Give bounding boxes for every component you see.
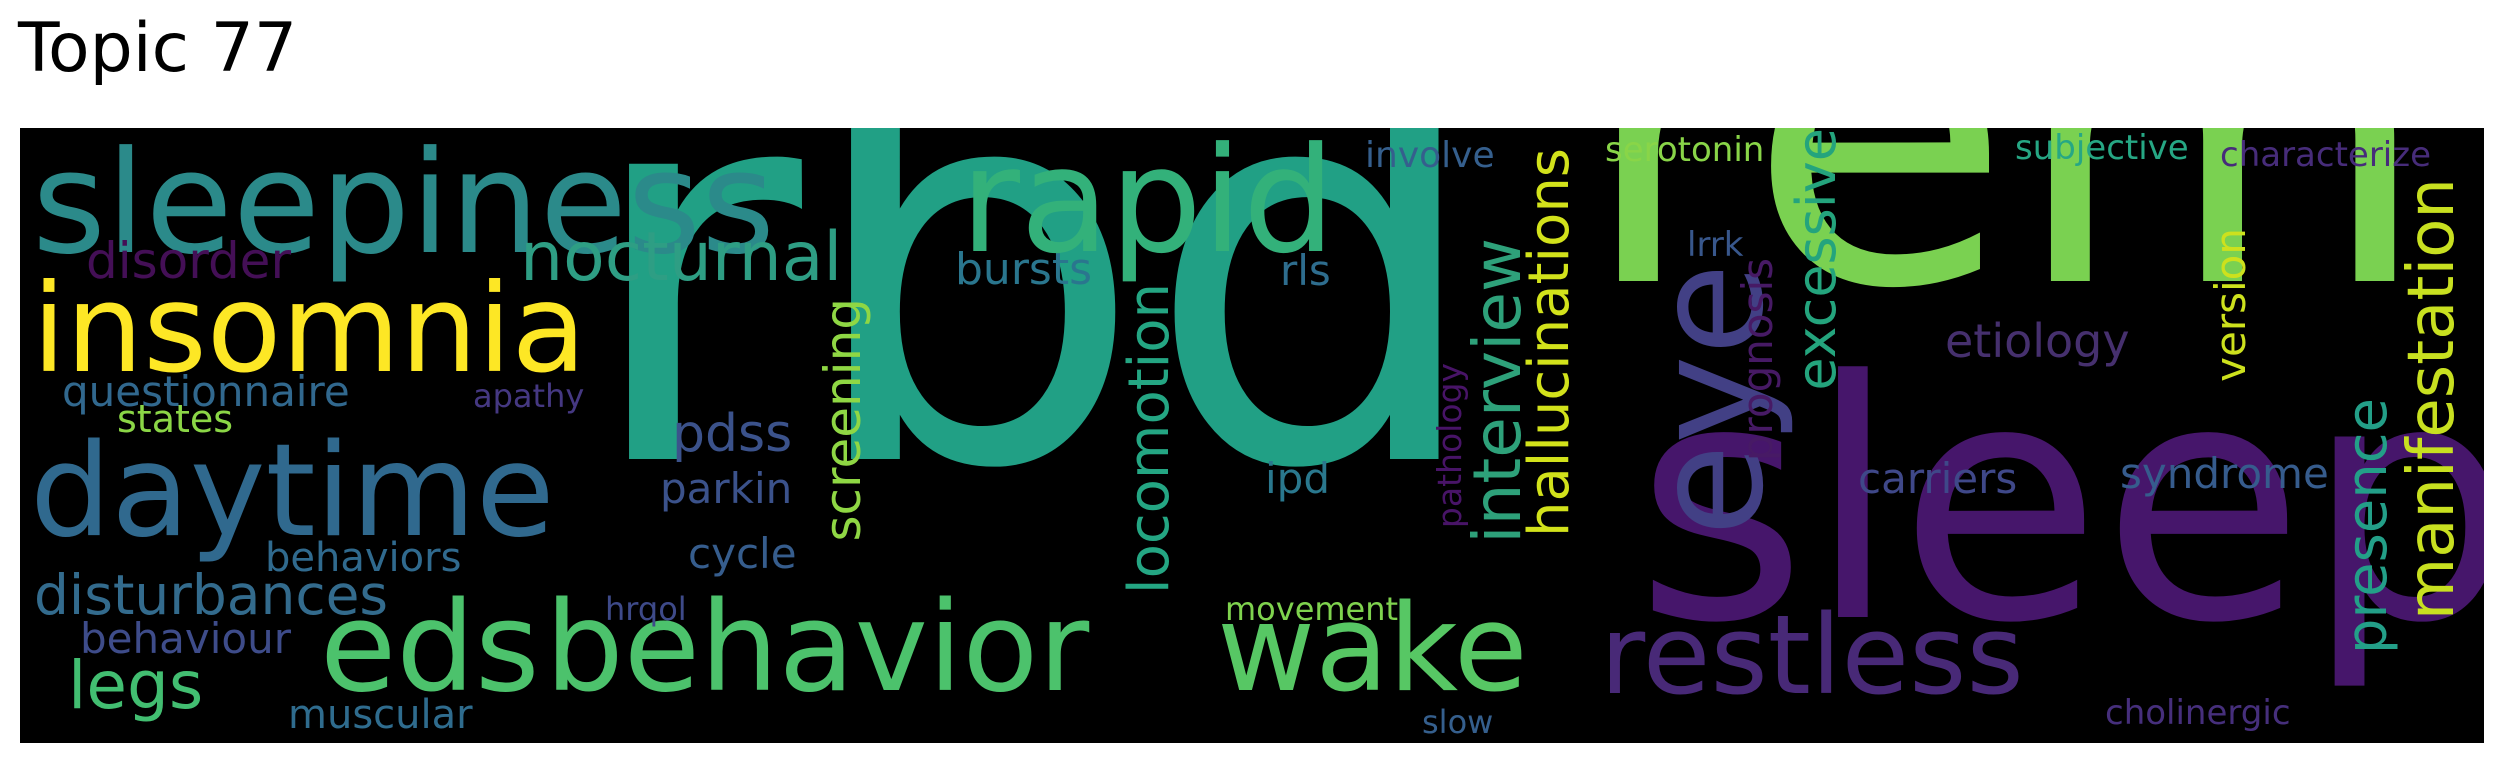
word-insomnia: insomnia — [32, 258, 587, 400]
word-daytime: daytime — [30, 417, 555, 566]
word-restless: restless — [1600, 591, 2024, 719]
word-behaviors: behaviors — [265, 535, 462, 581]
word-parkin: parkin — [660, 464, 793, 513]
word-movement: movement — [1225, 590, 1399, 628]
word-rls: rls — [1280, 246, 1331, 295]
word-subjective: subjective — [2015, 128, 2189, 168]
word-characterize: characterize — [2220, 135, 2432, 175]
word-questionnaire: questionnaire — [62, 367, 350, 416]
word-states: states — [117, 397, 234, 441]
word-syndrome: syndrome — [2120, 449, 2329, 498]
word-sleep: sleep — [1635, 311, 2484, 695]
word-legs: legs — [68, 647, 204, 724]
word-cycle: cycle — [688, 529, 797, 578]
word-apathy: apathy — [473, 377, 585, 415]
word-behaviour: behaviour — [80, 614, 291, 663]
word-ipd: ipd — [1265, 454, 1330, 503]
word-rbd: rbd — [580, 128, 1488, 587]
word-pdss: pdss — [672, 404, 793, 464]
word-lrrk: lrrk — [1687, 225, 1744, 265]
word-sleepiness: sleepiness — [32, 128, 776, 286]
word-cholinergic: cholinergic — [2105, 693, 2291, 733]
word-bursts: bursts — [955, 244, 1093, 295]
word-disorder: disorder — [86, 232, 292, 290]
word-carriers: carriers — [1858, 454, 2018, 503]
word-involve: involve — [1365, 135, 1495, 176]
word-disturbances: disturbances — [34, 563, 389, 627]
word-cloud: rbd rem sleep sleepiness rapid insomnia daytim… — [20, 128, 2484, 743]
word-version: version — [2206, 228, 2255, 382]
word-rem: rem — [1580, 128, 2431, 383]
word-nocturnal: nocturnal — [520, 218, 843, 297]
word-behavior: behavior — [545, 576, 1090, 720]
word-excessive: excessive — [1785, 128, 1848, 391]
word-wake: wake — [1217, 580, 1528, 719]
word-muscular: muscular — [288, 692, 473, 738]
word-locomotion: locomotion — [1117, 283, 1182, 594]
word-prognosis: prognosis — [1733, 258, 1782, 462]
word-pathology: pathology — [1430, 363, 1469, 529]
word-hrqol: hrqol — [605, 590, 687, 628]
word-screening: screening — [814, 298, 872, 542]
word-slow: slow — [1422, 703, 1494, 741]
word-presence: presence — [2335, 398, 2400, 655]
word-rapid: rapid — [960, 128, 1336, 286]
word-hallucinations: hallucinations — [1517, 148, 1582, 538]
chart-title: Topic 77 — [18, 9, 298, 88]
word-manifestation: manifestation — [2395, 178, 2469, 621]
word-eds: eds — [320, 576, 540, 720]
word-serotonin: serotonin — [1605, 130, 1765, 170]
word-etiology: etiology — [1945, 314, 2130, 368]
